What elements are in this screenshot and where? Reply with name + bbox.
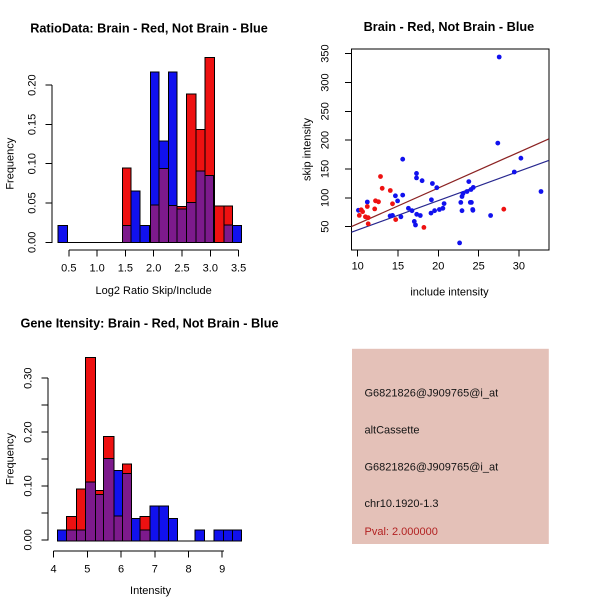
svg-text:G6821826@J909765@i_at: G6821826@J909765@i_at — [365, 462, 499, 474]
svg-text:skip intensity: skip intensity — [302, 118, 314, 181]
svg-text:include intensity: include intensity — [410, 287, 489, 299]
svg-text:15: 15 — [392, 261, 404, 273]
svg-text:7: 7 — [152, 564, 158, 576]
svg-text:0.20: 0.20 — [23, 421, 35, 442]
svg-text:Intensity: Intensity — [130, 585, 171, 597]
svg-text:chr10.1920-1.3: chr10.1920-1.3 — [365, 498, 439, 510]
svg-text:Brain - Red, Not Brain - Blue: Brain - Red, Not Brain - Blue — [364, 20, 535, 34]
svg-text:2.0: 2.0 — [146, 263, 161, 275]
svg-text:250: 250 — [320, 102, 332, 120]
svg-text:3.5: 3.5 — [231, 263, 246, 275]
svg-text:Frequency: Frequency — [5, 433, 17, 485]
svg-text:6: 6 — [118, 564, 124, 576]
svg-text:G6821826@J909765@i_at: G6821826@J909765@i_at — [365, 388, 499, 400]
svg-text:8: 8 — [185, 564, 191, 576]
svg-text:10: 10 — [352, 261, 364, 273]
svg-text:3.0: 3.0 — [203, 263, 218, 275]
svg-text:200: 200 — [320, 131, 332, 149]
svg-text:1.5: 1.5 — [118, 263, 133, 275]
svg-text:RatioData: Brain - Red, Not Br: RatioData: Brain - Red, Not Brain - Blue — [30, 22, 268, 36]
svg-text:300: 300 — [320, 73, 332, 91]
svg-text:50: 50 — [320, 220, 332, 232]
svg-text:0.10: 0.10 — [23, 475, 35, 496]
svg-text:Gene Itensity: Brain - Red, No: Gene Itensity: Brain - Red, Not Brain - … — [20, 316, 278, 330]
svg-text:0.00: 0.00 — [27, 232, 39, 253]
svg-text:0.10: 0.10 — [27, 153, 39, 174]
svg-text:Frequency: Frequency — [5, 137, 17, 189]
svg-text:altCassette: altCassette — [365, 425, 420, 437]
svg-text:2.5: 2.5 — [174, 263, 189, 275]
svg-text:Pval: 2.000000: Pval: 2.000000 — [365, 526, 438, 538]
svg-text:20: 20 — [432, 261, 444, 273]
svg-text:0.05: 0.05 — [27, 192, 39, 213]
svg-text:150: 150 — [320, 160, 332, 178]
svg-text:100: 100 — [320, 189, 332, 207]
svg-text:Log2 Ratio Skip/Include: Log2 Ratio Skip/Include — [96, 285, 212, 297]
svg-text:0.15: 0.15 — [27, 114, 39, 135]
svg-text:9: 9 — [219, 564, 225, 576]
svg-text:5: 5 — [84, 564, 90, 576]
svg-text:4: 4 — [51, 564, 57, 576]
svg-text:350: 350 — [320, 44, 332, 62]
svg-text:0.00: 0.00 — [23, 529, 35, 550]
svg-text:0.5: 0.5 — [61, 263, 76, 275]
svg-text:1.0: 1.0 — [89, 263, 104, 275]
svg-text:25: 25 — [472, 261, 484, 273]
svg-text:0.30: 0.30 — [23, 367, 35, 388]
svg-text:30: 30 — [513, 261, 525, 273]
svg-text:0.20: 0.20 — [27, 74, 39, 95]
